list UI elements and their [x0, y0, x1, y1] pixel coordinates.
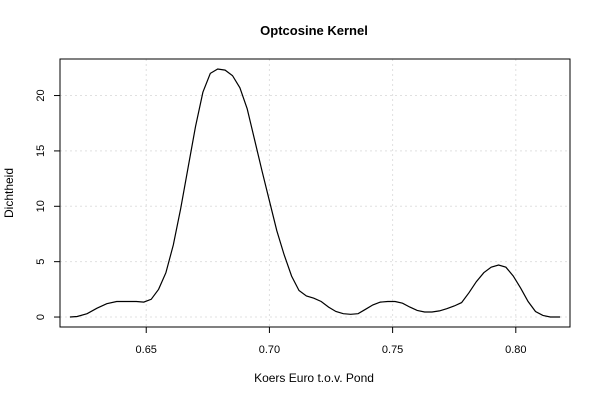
y-tick-label-4: 20	[35, 89, 47, 101]
y-tick-label-2: 10	[35, 200, 47, 212]
chart-title: Optcosine Kernel	[260, 23, 368, 38]
y-tick-label-0: 0	[35, 314, 47, 320]
y-tick-label-1: 5	[35, 259, 47, 265]
y-axis-label: Dichtheid	[2, 168, 16, 218]
density-curve	[69, 68, 561, 318]
x-tick-label-0: 0.65	[136, 344, 157, 356]
y-axis: 0 5 10 15 20	[35, 89, 60, 320]
plot-area-frame	[59, 58, 571, 328]
x-tick-label-2: 0.75	[382, 344, 403, 356]
x-tick-label-1: 0.70	[259, 344, 280, 356]
x-tick-label-3: 0.80	[505, 344, 526, 356]
x-axis: 0.65 0.70 0.75 0.80	[136, 327, 527, 356]
grid-lines	[60, 59, 570, 327]
x-axis-label: Koers Euro t.o.v. Pond	[254, 371, 374, 385]
y-tick-label-3: 15	[35, 145, 47, 157]
